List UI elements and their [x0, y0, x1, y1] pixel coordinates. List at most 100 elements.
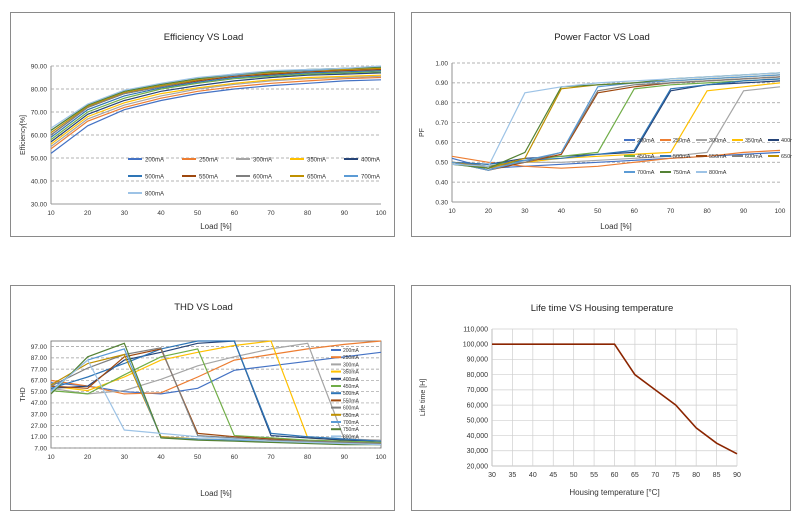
chart-svg: Efficiency VS Load 30.00 40.00 50.00 60.00 70…	[20, 32, 387, 231]
legend-label: 700mA	[361, 175, 380, 181]
legend-label: 200mA	[145, 158, 164, 164]
x-axis-label: Load [%]	[600, 222, 632, 231]
x-axis-label: Load [%]	[200, 222, 232, 231]
chart-title: Life time VS Housing temperature	[531, 303, 674, 314]
legend-label: 450mA	[637, 154, 655, 160]
x-tick-label: 45	[549, 472, 557, 479]
y-tick-label: 0.90	[435, 80, 448, 87]
x-axis-label: Housing temperature [°C]	[569, 488, 659, 497]
legend-label: 200mA	[637, 138, 655, 144]
x-tick-label: 30	[121, 210, 129, 217]
y-tick-label: 90.00	[31, 63, 48, 70]
y-tick-label: 7.00	[34, 445, 47, 452]
x-tick-label: 10	[47, 454, 55, 461]
y-axis-label: THD	[20, 387, 27, 401]
x-tick-label: 60	[231, 454, 239, 461]
x-tick-label: 60	[631, 208, 639, 215]
series-line-800mA	[50, 359, 382, 446]
y-tick-label: 27.00	[31, 423, 48, 430]
legend-label: 500mA	[343, 391, 360, 397]
x-tick-label: 40	[529, 472, 537, 479]
y-tick-label: 97.00	[31, 344, 48, 351]
chart-title: THD VS Load	[174, 302, 233, 313]
x-tick-label: 30	[521, 208, 529, 215]
series-line-200mA	[50, 351, 382, 395]
x-tick-label: 40	[157, 210, 165, 217]
series-line-800mA	[451, 72, 781, 167]
legend-label: 600mA	[745, 154, 763, 160]
y-tick-label: 40.00	[31, 178, 48, 185]
y-tick-label: 87.00	[31, 355, 48, 362]
legend-label: 600mA	[253, 175, 272, 181]
series-line-300mA	[50, 342, 382, 441]
y-tick-label: 0.70	[435, 120, 448, 127]
series-line-200mA	[50, 79, 382, 154]
x-tick-label: 85	[713, 472, 721, 479]
y-tick-label: 40,000	[467, 433, 489, 440]
x-tick-label: 50	[570, 472, 578, 479]
series-line-700mA	[451, 74, 781, 171]
legend-label: 500mA	[673, 154, 691, 160]
y-tick-label: 60,000	[467, 402, 489, 409]
legend-label: 700mA	[343, 420, 360, 426]
x-tick-label: 50	[594, 208, 602, 215]
series-line-500mA	[50, 340, 382, 442]
y-tick-label: 20,000	[467, 463, 489, 470]
x-tick-label: 60	[611, 472, 619, 479]
y-tick-label: 90,000	[467, 357, 489, 364]
thd-chart-panel: THD VS Load 7.00 17.00 27.00 37.00 47.00 57.00…	[10, 285, 395, 511]
x-tick-label: 100	[376, 210, 387, 217]
chart-title: Power Factor VS Load	[554, 32, 650, 43]
series-line-lifetime	[492, 343, 738, 455]
y-tick-label: 30,000	[467, 448, 489, 455]
x-tick-label: 55	[590, 472, 598, 479]
series-line-500mA	[50, 70, 382, 138]
series-line-400mA	[50, 72, 382, 143]
x-tick-label: 10	[448, 208, 456, 215]
x-tick-label: 40	[157, 454, 165, 461]
series-line-450mA	[50, 348, 382, 443]
y-axis-label: PF	[419, 128, 426, 137]
x-tick-label: 80	[703, 208, 711, 215]
legend-label: 800mA	[709, 170, 727, 176]
series-line-300mA	[50, 75, 382, 147]
y-tick-label: 57.00	[31, 389, 48, 396]
legend-label: 650mA	[343, 413, 360, 419]
legend-label: 250mA	[199, 158, 218, 164]
y-tick-label: 77.00	[31, 366, 48, 373]
y-tick-label: 1.00	[435, 60, 448, 67]
y-tick-label: 0.80	[435, 100, 448, 107]
series-line-300mA	[451, 86, 781, 169]
legend-label: 800mA	[145, 192, 164, 198]
power-factor-chart-panel: Power Factor VS Load 0.30 0.40 0.50 0.60 0.70…	[411, 12, 792, 237]
y-tick-label: 0.50	[435, 160, 448, 167]
y-tick-label: 80,000	[467, 372, 489, 379]
series-line-400mA	[451, 80, 781, 165]
x-tick-label: 90	[740, 208, 748, 215]
x-tick-label: 100	[775, 208, 786, 215]
lifetime-chart-panel: Life time VS Housing temperature 20,000 30…	[411, 285, 791, 511]
y-tick-label: 60.00	[31, 132, 48, 139]
legend-label: 350mA	[307, 158, 326, 164]
x-tick-label: 90	[341, 210, 349, 217]
x-tick-label: 70	[267, 454, 275, 461]
legend-label: 300mA	[343, 362, 360, 368]
x-tick-label: 10	[47, 210, 55, 217]
legend-label: 350mA	[745, 138, 763, 144]
legend-label: 200mA	[343, 348, 360, 354]
y-tick-label: 70.00	[31, 109, 48, 116]
legend-label: 550mA	[199, 175, 218, 181]
legend-label: 700mA	[637, 170, 655, 176]
legend-label: 400mA	[361, 158, 380, 164]
x-tick-label: 20	[84, 210, 92, 217]
legend-label: 750mA	[343, 427, 360, 433]
legend-label: 800mA	[343, 434, 360, 440]
chart-title: Efficiency VS Load	[164, 32, 244, 43]
x-tick-label: 65	[631, 472, 639, 479]
y-tick-label: 37.00	[31, 412, 48, 419]
y-tick-label: 17.00	[31, 434, 48, 441]
legend-label: 600mA	[343, 406, 360, 412]
x-tick-label: 75	[672, 472, 680, 479]
x-tick-label: 80	[304, 454, 312, 461]
series-line-350mA	[50, 74, 382, 145]
